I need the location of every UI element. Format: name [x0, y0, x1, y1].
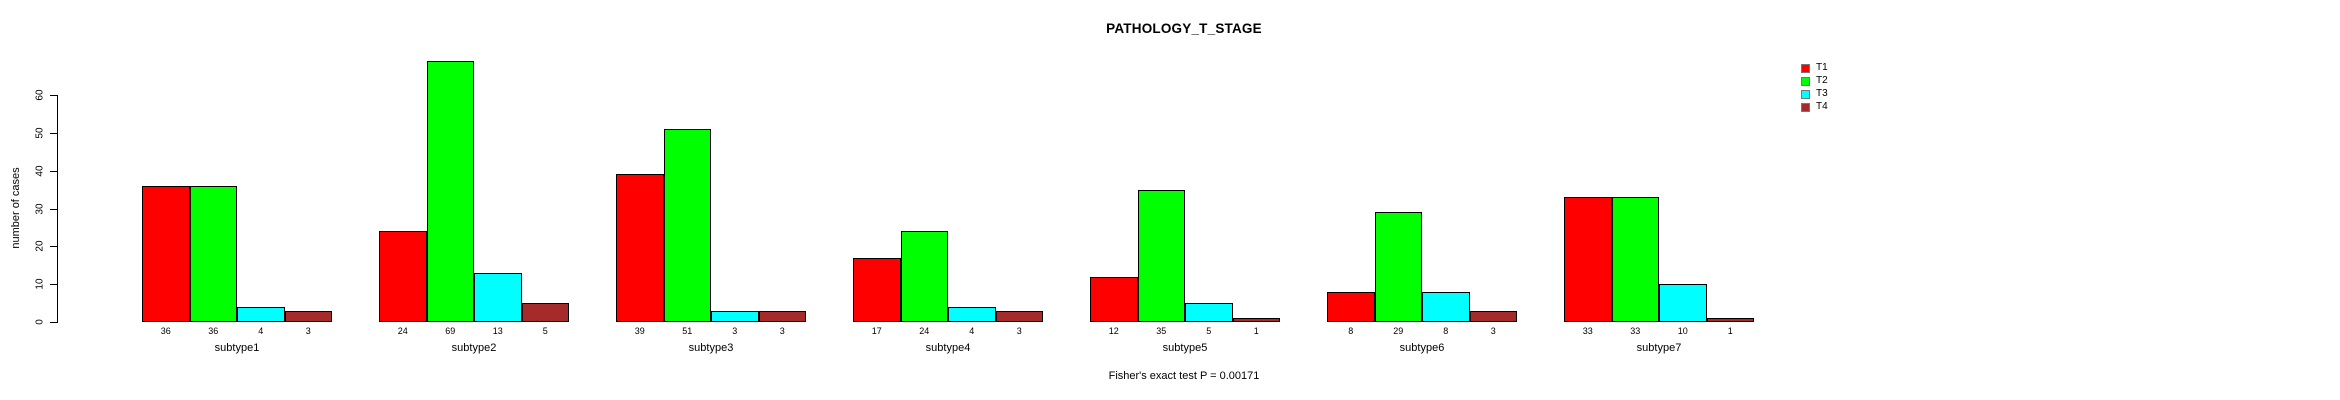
bar-value-label: 35	[1156, 326, 1167, 336]
bar-value-label: 3	[1016, 326, 1022, 336]
category-label-subtype3: subtype3	[688, 342, 734, 354]
bar-t4-subtype1	[284, 310, 332, 322]
category-label-subtype5: subtype5	[1162, 342, 1208, 354]
bar-t4-subtype7	[1706, 318, 1754, 322]
bar-t4-subtype5	[1232, 318, 1280, 322]
legend-row-t1: T1	[1801, 63, 1828, 73]
bar-t2-subtype5	[1137, 189, 1185, 322]
bar-value-label: 8	[1443, 326, 1449, 336]
y-tick-mark	[50, 170, 57, 172]
legend-row-t2: T2	[1801, 76, 1828, 86]
y-tick-label: 50	[34, 127, 46, 139]
bar-value-label: 39	[634, 326, 645, 336]
category-label-subtype7: subtype7	[1636, 342, 1682, 354]
bar-t2-subtype2	[426, 60, 474, 322]
bar-t1-subtype7	[1564, 197, 1612, 322]
category-label-subtype2: subtype2	[451, 342, 497, 354]
legend-label-t4: T4	[1816, 101, 1828, 112]
bar-value-label: 29	[1393, 326, 1404, 336]
y-tick-mark	[50, 322, 57, 323]
bar-t1-subtype6	[1327, 291, 1375, 322]
bar-value-label: 1	[1727, 326, 1733, 336]
y-tick-mark	[50, 284, 57, 286]
bar-t3-subtype1	[237, 306, 285, 322]
legend: T1 T2 T3 T4	[1801, 63, 1828, 112]
bar-t2-subtype1	[189, 185, 237, 322]
bar-t3-subtype6	[1422, 291, 1470, 322]
legend-swatch-t4	[1801, 102, 1810, 112]
bar-value-label: 3	[732, 326, 738, 336]
bar-value-label: 69	[445, 326, 456, 336]
bar-t4-subtype2	[521, 303, 569, 322]
y-tick-label: 20	[34, 240, 46, 252]
bar-t3-subtype2	[474, 272, 522, 322]
bar-value-label: 36	[160, 326, 171, 336]
bar-value-label: 17	[871, 326, 882, 336]
y-tick-mark	[50, 95, 57, 96]
bar-value-label: 4	[258, 326, 264, 336]
bar-t3-subtype3	[711, 310, 759, 322]
legend-swatch-t3	[1801, 89, 1810, 99]
legend-row-t3: T3	[1801, 89, 1828, 99]
bar-value-label: 3	[305, 326, 311, 336]
bar-value-label: 51	[682, 326, 693, 336]
bar-value-label: 33	[1630, 326, 1641, 336]
category-label-subtype4: subtype4	[925, 342, 971, 354]
category-label-subtype6: subtype6	[1399, 342, 1445, 354]
y-tick-mark	[50, 246, 57, 248]
y-axis-label: number of cases	[10, 167, 22, 249]
y-tick-label: 60	[34, 89, 46, 101]
bar-t3-subtype7	[1659, 284, 1707, 322]
y-tick-mark	[50, 208, 57, 210]
bar-t1-subtype3	[616, 174, 664, 322]
legend-label-t2: T2	[1816, 75, 1828, 86]
bar-t1-subtype2	[379, 231, 427, 322]
bar-value-label: 13	[492, 326, 503, 336]
bar-t3-subtype4	[948, 306, 996, 322]
bar-t4-subtype6	[1469, 310, 1517, 322]
bar-value-label: 5	[1206, 326, 1212, 336]
bar-t2-subtype7	[1611, 197, 1659, 322]
bar-t1-subtype5	[1090, 276, 1138, 322]
chart-title: PATHOLOGY_T_STAGE	[1106, 21, 1262, 36]
bar-value-label: 24	[397, 326, 408, 336]
legend-swatch-t2	[1801, 76, 1810, 86]
legend-label-t1: T1	[1816, 62, 1828, 73]
bar-value-label: 1	[1253, 326, 1259, 336]
bar-t1-subtype4	[853, 257, 901, 322]
bar-value-label: 5	[542, 326, 548, 336]
legend-swatch-t1	[1801, 63, 1810, 73]
bar-t4-subtype4	[995, 310, 1043, 322]
legend-label-t3: T3	[1816, 88, 1828, 99]
bar-value-label: 36	[208, 326, 219, 336]
bar-t3-subtype5	[1185, 303, 1233, 322]
bar-value-label: 3	[1490, 326, 1496, 336]
annotation-text: Fisher's exact test P = 0.00171	[1108, 370, 1260, 382]
category-label-subtype1: subtype1	[214, 342, 260, 354]
bar-value-label: 8	[1348, 326, 1354, 336]
bar-t4-subtype3	[758, 310, 806, 322]
bar-value-label: 3	[779, 326, 785, 336]
bar-value-label: 33	[1582, 326, 1593, 336]
bar-value-label: 12	[1108, 326, 1119, 336]
bar-t2-subtype6	[1374, 212, 1422, 322]
bar-t2-subtype3	[663, 129, 711, 322]
y-axis-line	[57, 95, 58, 323]
bar-value-label: 24	[919, 326, 930, 336]
bar-t1-subtype1	[142, 185, 190, 322]
bar-value-label: 10	[1677, 326, 1688, 336]
bar-value-label: 4	[969, 326, 975, 336]
y-tick-label: 10	[34, 278, 46, 290]
y-tick-label: 0	[34, 319, 46, 325]
legend-row-t4: T4	[1801, 102, 1828, 112]
bar-t2-subtype4	[900, 231, 948, 322]
y-tick-label: 30	[34, 202, 46, 215]
y-tick-label: 40	[34, 165, 46, 177]
y-tick-mark	[50, 132, 57, 134]
